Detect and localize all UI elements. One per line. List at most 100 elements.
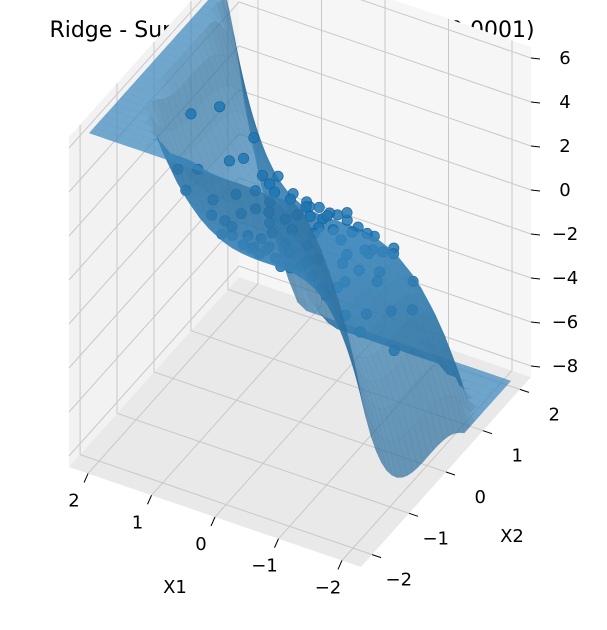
z-tick bbox=[530, 101, 541, 104]
surface-patch bbox=[340, 237, 356, 249]
surface-patch bbox=[255, 227, 271, 247]
surface-patch bbox=[405, 276, 421, 295]
x-tick-label: −1 bbox=[251, 556, 278, 577]
surface-patch bbox=[115, 136, 131, 146]
surface-patch bbox=[353, 315, 369, 337]
surface-patch bbox=[362, 332, 378, 356]
z-tick bbox=[530, 233, 541, 236]
y-tick-label: 1 bbox=[512, 446, 523, 467]
z-tick bbox=[530, 365, 541, 368]
surface-patch bbox=[399, 393, 415, 432]
surface-patch bbox=[342, 266, 358, 282]
axes: −2 −1 0 1 2 −2 −1 0 1 2 −8 −6 −4 −2 0 2 4 6 bbox=[68, 48, 578, 599]
surface-patch bbox=[400, 276, 416, 295]
surface-patch bbox=[413, 419, 429, 463]
surface-patch bbox=[373, 243, 389, 254]
scatter-point bbox=[238, 152, 250, 164]
y-tick bbox=[482, 430, 493, 435]
surface-patch bbox=[124, 139, 140, 149]
surface-patch bbox=[231, 181, 246, 187]
grid-line-y bbox=[79, 124, 373, 556]
surface-patch bbox=[218, 54, 234, 87]
surface-patch bbox=[132, 104, 148, 114]
z-tick bbox=[530, 321, 541, 324]
surface-patch bbox=[336, 291, 351, 306]
y-tick-label: 0 bbox=[475, 487, 486, 508]
z-tick-label: −2 bbox=[552, 224, 579, 245]
surface-patch bbox=[404, 387, 420, 426]
surface-patch bbox=[487, 374, 503, 384]
surface-patch bbox=[93, 121, 109, 131]
surface-patch bbox=[392, 330, 407, 361]
surface-patch bbox=[377, 433, 393, 476]
surface-patch bbox=[473, 377, 489, 387]
surface-patch bbox=[387, 336, 402, 367]
surface-patch bbox=[303, 248, 319, 282]
z-tick-label: 0 bbox=[559, 180, 570, 201]
surface-patch bbox=[180, 37, 196, 47]
surface-patch bbox=[398, 296, 414, 321]
y-tick-label: −1 bbox=[422, 528, 449, 549]
surface-patch bbox=[107, 118, 123, 128]
y-tick bbox=[445, 471, 456, 476]
surface-patch bbox=[150, 148, 166, 158]
surface-patch bbox=[177, 157, 193, 167]
surface-patch bbox=[221, 235, 236, 249]
z-tick bbox=[530, 145, 541, 148]
surface-patch bbox=[284, 199, 299, 226]
x-tick bbox=[337, 560, 343, 570]
grid-line-x bbox=[87, 0, 259, 474]
surface-patch bbox=[470, 406, 486, 416]
surface-patch bbox=[269, 245, 285, 262]
x-tick-label: 1 bbox=[132, 512, 143, 533]
surface-patch bbox=[353, 255, 368, 270]
surface-patch bbox=[251, 239, 267, 254]
surface-patch bbox=[133, 89, 149, 99]
surface-patch bbox=[408, 424, 424, 468]
surface-patch bbox=[136, 113, 151, 123]
surface-patch bbox=[407, 315, 423, 344]
surface-patch bbox=[349, 243, 365, 256]
surface-patch bbox=[150, 57, 166, 67]
surface-patch bbox=[367, 258, 382, 276]
surface-patch bbox=[241, 205, 256, 229]
surface-patch bbox=[343, 321, 359, 339]
surface-patch bbox=[478, 371, 494, 381]
surface-patch bbox=[382, 438, 398, 478]
x-tick-label: 0 bbox=[195, 534, 206, 555]
surface-patch bbox=[142, 145, 157, 155]
surface-patch bbox=[322, 230, 338, 240]
surface-patch bbox=[273, 234, 288, 256]
surface-patch bbox=[396, 262, 412, 279]
surface-patch bbox=[351, 275, 367, 293]
surface-patch bbox=[486, 389, 501, 399]
surface-patch bbox=[374, 293, 390, 317]
surface-patch bbox=[410, 381, 425, 421]
surface-patch bbox=[346, 330, 362, 396]
surface-patch bbox=[166, 40, 182, 50]
surface-patch bbox=[193, 66, 208, 104]
z-tick-label: 4 bbox=[559, 92, 570, 113]
y-tick bbox=[408, 512, 419, 517]
surface-patch bbox=[148, 86, 163, 100]
surface-patch bbox=[370, 380, 385, 410]
surface-patch bbox=[302, 211, 317, 256]
surface-patch bbox=[491, 383, 507, 393]
surface-patch bbox=[224, 140, 240, 165]
surface-patch bbox=[240, 184, 255, 190]
scatter-point bbox=[248, 132, 260, 144]
surface-patch bbox=[355, 291, 370, 312]
surface-patch bbox=[372, 426, 387, 471]
surface-patch bbox=[281, 240, 297, 263]
surface-patch bbox=[217, 236, 233, 249]
surface-patch bbox=[325, 275, 340, 323]
z-tick bbox=[530, 57, 541, 60]
surface-patch bbox=[184, 184, 199, 211]
surface-patch bbox=[301, 273, 316, 291]
surface-patch bbox=[205, 128, 221, 158]
scatter-point bbox=[300, 201, 312, 213]
surface-patch bbox=[398, 435, 413, 476]
surface-patch bbox=[181, 22, 197, 33]
surface-patch bbox=[419, 293, 435, 319]
surface-patch bbox=[149, 72, 165, 82]
